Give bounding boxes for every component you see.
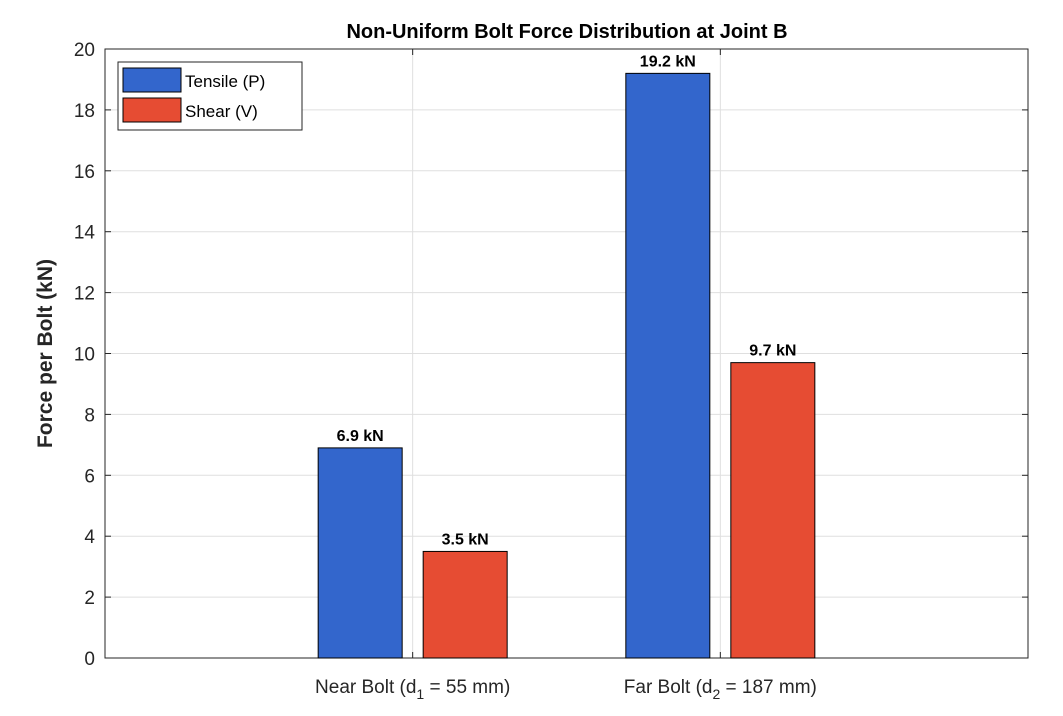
y-tick-label: 0: [84, 649, 95, 670]
bar-value-label: 3.5 kN: [442, 531, 489, 548]
legend-label: Tensile (P): [185, 72, 265, 91]
y-axis-ticks: 0 2 4 6 8 10 12 14 16 18 20: [74, 40, 1028, 670]
y-tick-label: 10: [74, 345, 95, 366]
y-tick-label: 14: [74, 223, 96, 244]
bar: [422, 550, 508, 659]
x-axis-ticks: Near Bolt (d1 = 55 mm) Far Bolt (d2 = 187…: [315, 49, 817, 702]
legend-swatch: [122, 97, 182, 123]
y-tick-label: 18: [74, 101, 95, 122]
y-tick-label: 16: [74, 162, 95, 183]
legend-label: Shear (V): [185, 102, 258, 121]
y-tick-label: 6: [84, 466, 95, 487]
y-axis-label: Force per Bolt (kN): [34, 259, 57, 448]
x-tick-label: Far Bolt (d2 = 187 mm): [624, 677, 817, 702]
bar-value-label: 19.2 kN: [640, 53, 696, 70]
y-tick-label: 2: [84, 588, 95, 609]
bar-value-label: 9.7 kN: [749, 343, 796, 360]
y-tick-label: 20: [74, 40, 95, 61]
bar: [317, 447, 403, 659]
chart-title: Non-Uniform Bolt Force Distribution at J…: [346, 21, 787, 43]
legend-swatch: [122, 67, 182, 93]
bar: [625, 72, 711, 659]
y-tick-label: 12: [74, 284, 95, 305]
y-tick-label: 4: [84, 527, 95, 548]
legend[interactable]: Tensile (P) Shear (V): [117, 61, 303, 131]
bars: [317, 72, 816, 659]
y-tick-label: 8: [84, 405, 95, 426]
bar-value-label: 6.9 kN: [337, 428, 384, 445]
x-tick-label: Near Bolt (d1 = 55 mm): [315, 677, 510, 702]
data-labels: 6.9 kN 19.2 kN 3.5 kN 9.7 kN: [337, 53, 797, 548]
bar: [730, 362, 816, 659]
